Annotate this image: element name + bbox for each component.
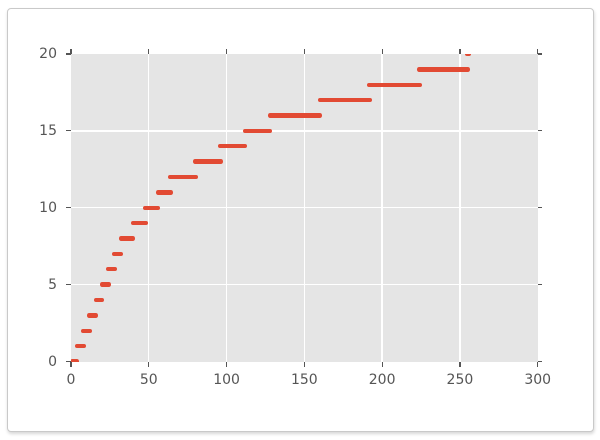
tick-bottom-0 [70,362,72,367]
tick-bottom-50 [148,362,150,367]
data-segment-y8 [118,236,136,241]
x-tick-label-100: 100 [213,371,240,388]
tick-bottom-100 [225,362,228,367]
y-tick-label-20: 20 [39,46,57,62]
tick-top-250 [459,49,461,54]
data-segment-y4 [93,297,105,303]
gridline-y-5 [71,283,538,286]
x-tick-label-250: 250 [446,371,474,388]
tick-top-100 [225,49,228,54]
tick-top-150 [303,49,305,54]
tick-left-5 [66,284,71,286]
data-segment-y3 [87,313,99,318]
gridline-y-15 [71,130,538,132]
y-tick-label-0: 0 [48,353,57,370]
data-segment-y7 [112,251,123,257]
x-tick-label-200: 200 [368,371,396,388]
tick-right-10 [537,207,543,209]
data-segment-y6 [106,267,117,272]
tick-right-15 [537,130,543,132]
tick-bottom-250 [459,362,461,367]
x-tick-label-150: 150 [290,371,318,388]
data-segment-y13 [193,159,223,164]
data-segment-y12 [168,174,198,180]
data-segment-y0 [71,359,80,362]
tick-top-0 [70,49,72,54]
y-tick-label-15: 15 [39,122,57,139]
data-segment-y16 [267,113,323,118]
data-segment-y5 [99,282,111,287]
data-segment-y18 [367,82,422,87]
tick-bottom-300 [537,362,539,367]
tick-left-0 [66,360,71,363]
tick-left-20 [66,53,71,55]
tick-top-300 [537,49,539,54]
tick-left-10 [66,207,71,209]
data-segment-y2 [81,328,92,333]
x-tick-label-50: 50 [139,371,158,388]
y-tick-label-10: 10 [39,199,57,216]
data-segment-y10 [143,205,161,210]
x-tick-label-0: 0 [66,371,76,388]
data-segment-y14 [218,144,248,149]
tick-left-15 [66,130,71,132]
figure-card: 0 50 100 150 200 250 300 0 5 10 15 20 [7,8,594,432]
data-segment-y20 [465,54,472,57]
tick-bottom-200 [381,362,383,367]
y-tick-label-5: 5 [48,276,57,293]
gridline-y-10 [71,207,538,209]
tick-top-200 [381,49,383,54]
tick-top-50 [148,49,150,54]
tick-bottom-150 [303,362,305,367]
plot-area [71,54,538,362]
data-segment-y11 [155,190,173,195]
tick-right-0 [537,360,543,363]
x-tick-label-300: 300 [524,371,552,388]
data-segment-y9 [131,220,148,226]
data-segment-y15 [243,128,273,134]
data-segment-y17 [317,97,372,103]
data-segment-y1 [75,343,86,349]
data-segment-y19 [417,67,470,72]
tick-right-20 [537,53,543,55]
tick-right-5 [537,284,543,286]
